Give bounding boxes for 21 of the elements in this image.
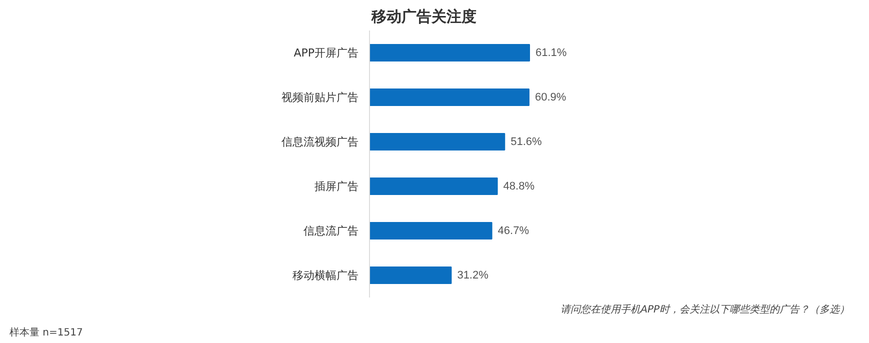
bar <box>370 266 452 284</box>
bar <box>370 133 506 150</box>
data-label: 51.6% <box>510 136 542 148</box>
y-tick-label: 移动横幅广告 <box>292 268 358 282</box>
bar <box>370 44 530 62</box>
y-tick-label: 信息流广告 <box>304 224 358 238</box>
data-label: 31.2% <box>457 269 489 282</box>
data-label: 61.1% <box>536 46 567 59</box>
data-label: 60.9% <box>534 91 566 104</box>
text: 样本量 n=1517 <box>10 326 83 338</box>
y-tick-label: APP开屏广告 <box>294 46 359 60</box>
chart-title: 移动广告关注度 <box>370 8 476 26</box>
data-label: 48.8% <box>503 180 535 192</box>
text: 请问您在使用手机APP时，会关注以下哪些类型的广告？（多选） <box>560 304 850 316</box>
bar <box>370 222 492 240</box>
bar <box>370 88 530 106</box>
y-tick-label: 信息流视频广告 <box>282 135 358 148</box>
bar <box>370 178 498 195</box>
data-label: 46.7% <box>498 224 530 237</box>
y-tick-label: 插屏广告 <box>314 180 358 193</box>
y-tick-label: 视频前贴片广告 <box>282 90 358 104</box>
